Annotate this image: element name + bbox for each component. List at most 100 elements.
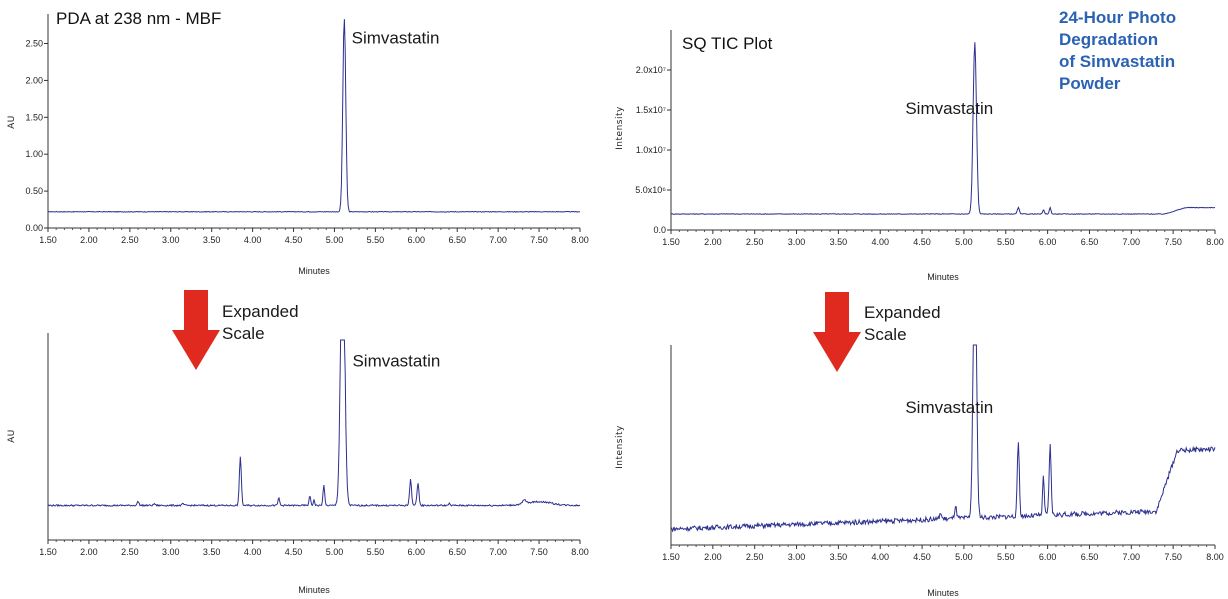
expanded-label-line2: Scale — [864, 325, 907, 344]
x-tick-label: 5.50 — [997, 237, 1015, 247]
y-tick-label: 5.0x10⁶ — [635, 185, 666, 195]
heading-line-2: Degradation — [1059, 30, 1158, 49]
x-tick-label: 6.50 — [1081, 552, 1099, 562]
x-tick-label: 3.50 — [830, 237, 848, 247]
x-tick-label: 4.50 — [913, 552, 931, 562]
chromatogram-trace — [670, 42, 1216, 215]
x-tick-label: 5.00 — [326, 235, 344, 245]
chromatogram-trace — [670, 344, 1216, 533]
y-tick-label: 1.0x10⁷ — [636, 145, 666, 155]
x-tick-label: 2.00 — [704, 552, 722, 562]
panel-pda-expanded: 1.50 2.00 2.50 3.00 3.50 4.00 4.50 5.00 5.50 6.00… — [7, 333, 589, 595]
y-tick-label: 2.50 — [25, 39, 43, 49]
x-tick-label: 7.50 — [530, 547, 548, 557]
x-tick-label: 5.00 — [955, 237, 973, 247]
x-tick-label: 2.00 — [704, 237, 722, 247]
x-tick-label: 2.00 — [80, 547, 98, 557]
x-tick-label: 4.50 — [285, 547, 303, 557]
tic-full-annotation-simvastatin: Simvastatin — [905, 99, 993, 118]
y-tick-label: 0.0 — [653, 225, 666, 235]
pda-expanded-xlabel: Minutes — [298, 585, 330, 595]
x-tick-label: 3.00 — [162, 547, 180, 557]
tic-expanded-annotation-simvastatin: Simvastatin — [905, 398, 993, 417]
expanded-label-line2: Scale — [222, 324, 265, 343]
pda-full-xlabel: Minutes — [298, 266, 330, 276]
x-tick-label: 6.50 — [448, 235, 466, 245]
x-tick-label: 5.00 — [955, 552, 973, 562]
x-tick-label: 7.00 — [1123, 237, 1141, 247]
panel-tic-expanded: 1.50 2.00 2.50 3.00 3.50 4.00 4.50 5.00 5.50 6.00… — [615, 344, 1224, 598]
x-tick-label: 2.50 — [121, 235, 139, 245]
panel-tic-full: 1.50 2.00 2.50 3.00 3.50 4.00 4.50 5.00 5.50 6.00… — [615, 30, 1224, 282]
y-tick-label: 1.00 — [25, 149, 43, 159]
panel-pda-full: 1.50 2.00 2.50 3.00 3.50 4.00 4.50 5.00 5.50 6.00… — [7, 9, 589, 276]
x-tick-label: 2.50 — [746, 552, 764, 562]
pda-full-title: PDA at 238 nm - MBF — [56, 9, 221, 28]
x-tick-label: 8.00 — [571, 235, 589, 245]
expanded-label-line1: Expanded — [864, 303, 941, 322]
down-arrow-icon — [172, 290, 220, 370]
x-tick-label: 3.00 — [788, 552, 806, 562]
x-tick-label: 4.00 — [244, 235, 262, 245]
y-tick-label: 1.50 — [25, 112, 43, 122]
x-tick-label: 1.50 — [662, 552, 680, 562]
x-tick-label: 6.00 — [408, 547, 426, 557]
x-tick-label: 7.50 — [1164, 237, 1182, 247]
x-tick-label: 8.00 — [1206, 237, 1224, 247]
expanded-scale-arrow-right: Expanded Scale — [813, 292, 941, 372]
x-tick-label: 7.00 — [489, 235, 507, 245]
x-tick-label: 5.00 — [326, 547, 344, 557]
x-tick-label: 5.50 — [997, 552, 1015, 562]
x-tick-label: 5.50 — [367, 547, 385, 557]
chromatogram-trace — [47, 339, 581, 508]
x-tick-label: 1.50 — [662, 237, 680, 247]
x-tick-label: 3.00 — [162, 235, 180, 245]
x-tick-label: 8.00 — [571, 547, 589, 557]
expanded-scale-arrow-left: Expanded Scale — [172, 290, 299, 370]
y-tick-label: 1.5x10⁷ — [636, 105, 666, 115]
tic-expanded-ylabel: Intensity — [615, 425, 625, 469]
x-tick-label: 2.50 — [746, 237, 764, 247]
x-tick-label: 6.50 — [1081, 237, 1099, 247]
x-tick-label: 3.50 — [203, 235, 221, 245]
heading-line-1: 24-Hour Photo — [1059, 8, 1176, 27]
x-tick-label: 3.50 — [203, 547, 221, 557]
pda-full-annotation-simvastatin: Simvastatin — [352, 29, 440, 48]
x-tick-label: 4.00 — [871, 552, 889, 562]
chromatogram-trace — [48, 19, 581, 213]
x-tick-label: 4.00 — [871, 237, 889, 247]
x-tick-label: 1.50 — [39, 547, 57, 557]
x-tick-label: 3.00 — [788, 237, 806, 247]
x-tick-label: 4.50 — [285, 235, 303, 245]
x-tick-label: 2.00 — [80, 235, 98, 245]
tic-expanded-axes — [670, 345, 1215, 546]
x-tick-label: 7.00 — [1123, 552, 1141, 562]
pda-expanded-ylabel: AU — [7, 429, 17, 443]
tic-full-xlabel: Minutes — [927, 272, 959, 282]
x-tick-label: 6.50 — [448, 547, 466, 557]
x-tick-label: 5.50 — [367, 235, 385, 245]
x-tick-label: 1.50 — [39, 235, 57, 245]
tic-full-title: SQ TIC Plot — [682, 34, 773, 53]
x-tick-label: 7.50 — [1164, 552, 1182, 562]
x-tick-label: 6.00 — [1039, 237, 1057, 247]
pda-expanded-annotation-simvastatin: Simvastatin — [352, 351, 440, 370]
degradation-heading: 24-Hour Photo Degradation of Simvastatin… — [1059, 8, 1176, 93]
y-tick-label: 2.0x10⁷ — [636, 65, 666, 75]
y-tick-label: 0.50 — [25, 186, 43, 196]
x-tick-label: 4.50 — [913, 237, 931, 247]
pda-full-axes — [47, 14, 580, 229]
x-tick-label: 4.00 — [244, 547, 262, 557]
pda-expanded-axes — [47, 333, 580, 541]
heading-line-4: Powder — [1059, 74, 1121, 93]
tic-full-ylabel: Intensity — [615, 106, 625, 150]
x-tick-label: 8.00 — [1206, 552, 1224, 562]
x-tick-label: 7.50 — [530, 235, 548, 245]
heading-line-3: of Simvastatin — [1059, 52, 1175, 71]
x-tick-label: 7.00 — [489, 547, 507, 557]
y-tick-label: 2.00 — [25, 75, 43, 85]
pda-full-ylabel: AU — [7, 115, 17, 129]
x-tick-label: 6.00 — [1039, 552, 1057, 562]
tic-expanded-xlabel: Minutes — [927, 588, 959, 598]
